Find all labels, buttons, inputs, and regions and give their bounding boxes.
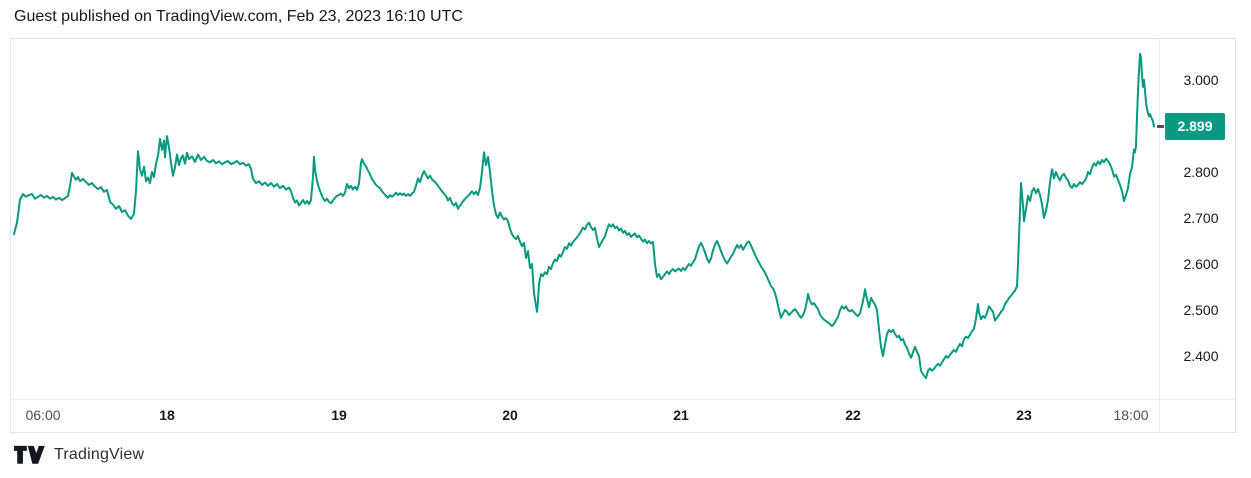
- time-axis-label: 21: [673, 407, 689, 423]
- tradingview-branding[interactable]: TradingView: [14, 444, 144, 466]
- price-axis-label: 2.400: [1183, 348, 1219, 364]
- time-axis-label: 18:00: [1113, 407, 1149, 423]
- last-price-tick: [1157, 125, 1164, 128]
- price-line: [13, 52, 1155, 380]
- time-axis-separator: [11, 399, 1235, 400]
- time-axis-label: 22: [845, 407, 861, 423]
- price-axis-label: 2.500: [1183, 302, 1219, 318]
- time-axis-label: 19: [331, 407, 347, 423]
- tradingview-brand-text: TradingView: [54, 446, 145, 463]
- last-price-badge: 2.899: [1165, 113, 1225, 140]
- published-header-text: Guest published on TradingView.com, Feb …: [14, 8, 463, 25]
- price-axis-label: 2.800: [1183, 164, 1219, 180]
- time-axis-label: 20: [502, 407, 518, 423]
- time-axis-label: 18: [159, 407, 175, 423]
- price-axis-separator: [1159, 39, 1160, 432]
- price-line-chart[interactable]: [11, 39, 1235, 432]
- price-axis-label: 2.700: [1183, 210, 1219, 226]
- time-axis-label: 23: [1016, 407, 1032, 423]
- price-axis-label: 2.600: [1183, 256, 1219, 272]
- tradingview-logo-icon: [14, 444, 45, 466]
- time-axis-label: 06:00: [25, 407, 61, 423]
- price-axis-label: 3.000: [1183, 72, 1219, 88]
- chart-panel: 06:00 18 19 20 21 22 23 18:00 3.000 2.800 2.700 2.…: [10, 38, 1236, 433]
